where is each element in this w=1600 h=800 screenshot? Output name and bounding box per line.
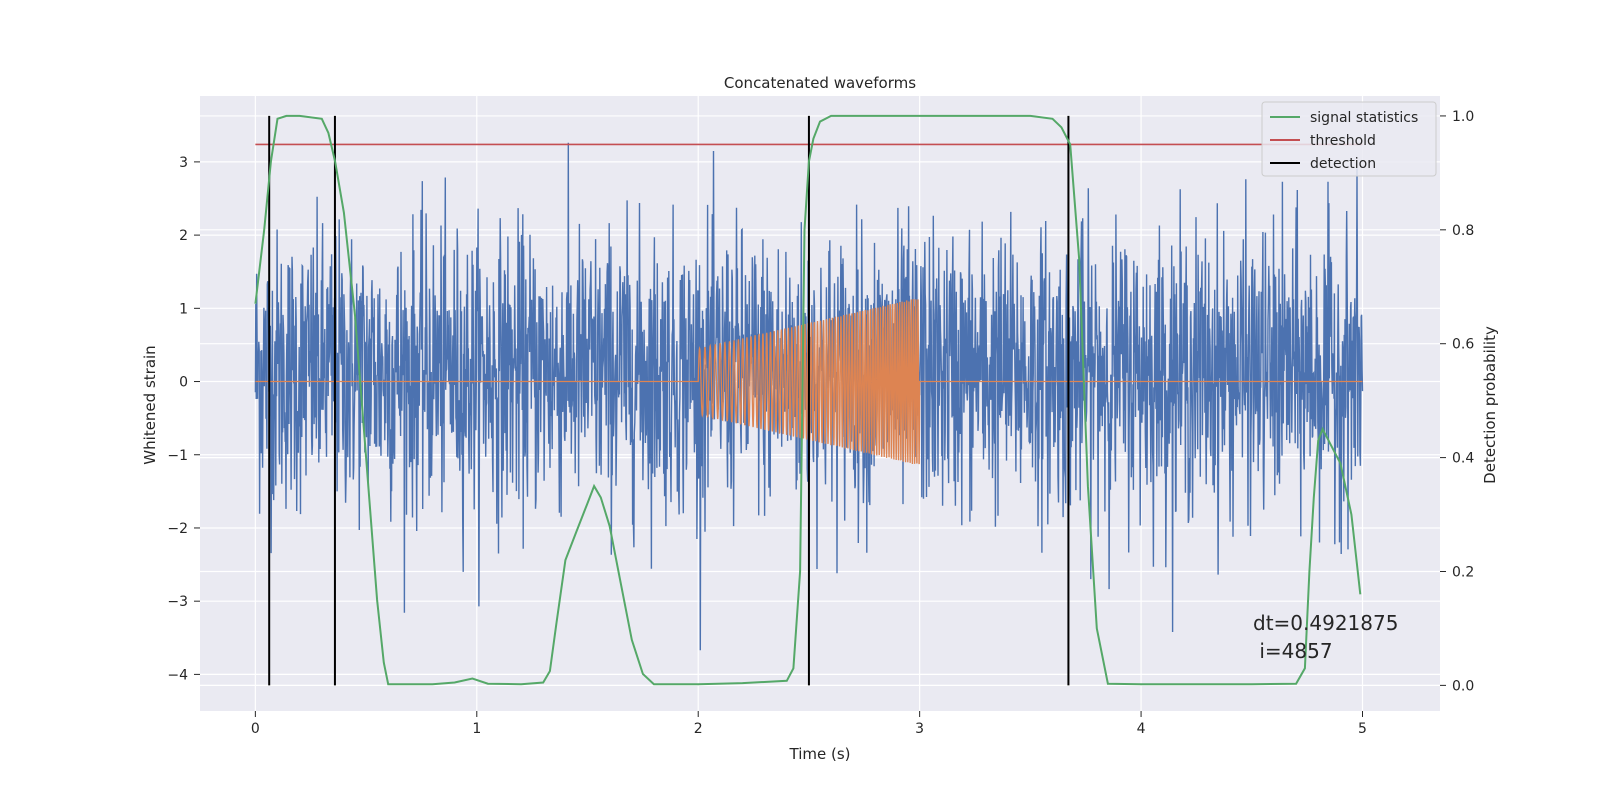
ticks: 0 1 2 3 4 5 −4 −3 −2 −1 0 1 2 3 0.0 0.2 0.4 0.6 0.8 1.0 bbox=[167, 109, 1474, 737]
x-tick-label: 5 bbox=[1358, 721, 1367, 737]
y-right-tick-label: 0.0 bbox=[1452, 678, 1474, 694]
x-tick-label: 3 bbox=[915, 721, 924, 737]
chart-title: Concatenated waveforms bbox=[724, 74, 916, 92]
x-axis-label: Time (s) bbox=[789, 745, 851, 763]
y-axis-left-label: Whitened strain bbox=[141, 345, 159, 464]
legend: signal statistics threshold detection bbox=[1261, 101, 1437, 177]
y-left-tick-label: −4 bbox=[167, 667, 188, 683]
y-left-tick-label: 1 bbox=[179, 301, 188, 317]
y-left-tick-label: −2 bbox=[167, 521, 188, 537]
probability-layer bbox=[254, 114, 1363, 686]
legend-label-signal-statistics: signal statistics bbox=[1310, 110, 1418, 126]
y-axis-right-label: Detection probability bbox=[1481, 326, 1499, 484]
y-left-tick-label: 3 bbox=[179, 155, 188, 171]
x-tick-label: 2 bbox=[694, 721, 703, 737]
annotation-dt: dt=0.4921875 bbox=[1253, 611, 1398, 635]
y-right-tick-label: 1.0 bbox=[1452, 109, 1474, 125]
y-right-tick-label: 0.6 bbox=[1452, 337, 1474, 353]
legend-label-detection: detection bbox=[1310, 156, 1376, 172]
legend-label-threshold: threshold bbox=[1310, 133, 1376, 149]
y-left-tick-label: −1 bbox=[167, 448, 188, 464]
annotation-i: i=4857 bbox=[1253, 639, 1333, 663]
x-tick-label: 0 bbox=[251, 721, 260, 737]
signal-statistics-series bbox=[254, 114, 1362, 686]
y-right-tick-label: 0.8 bbox=[1452, 223, 1474, 239]
x-tick-label: 1 bbox=[472, 721, 481, 737]
y-left-tick-label: 2 bbox=[179, 228, 188, 244]
x-tick-label: 4 bbox=[1137, 721, 1146, 737]
y-right-tick-label: 0.4 bbox=[1452, 451, 1474, 467]
y-left-tick-label: 0 bbox=[179, 375, 188, 391]
y-left-tick-label: −3 bbox=[167, 594, 188, 610]
legend-box bbox=[1261, 101, 1437, 177]
y-right-tick-label: 0.2 bbox=[1452, 564, 1474, 580]
